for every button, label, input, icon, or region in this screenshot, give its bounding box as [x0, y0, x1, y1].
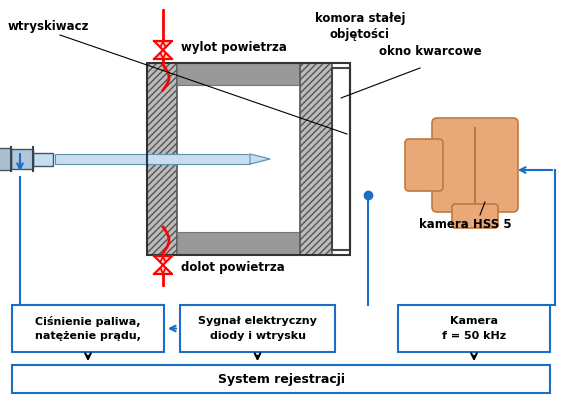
Bar	[177, 232, 300, 254]
Bar	[12, 365, 550, 393]
Text: komora stałej: komora stałej	[315, 12, 405, 25]
Bar	[180, 305, 335, 352]
Bar	[398, 305, 550, 352]
Text: System rejestracji: System rejestracji	[218, 373, 345, 386]
Text: objętości: objętości	[330, 28, 390, 41]
Bar	[147, 63, 177, 255]
FancyBboxPatch shape	[452, 204, 498, 228]
Text: dolot powietrza: dolot powietrza	[181, 262, 285, 275]
Polygon shape	[154, 50, 172, 59]
Bar	[147, 63, 350, 255]
Text: Kamera: Kamera	[450, 316, 498, 326]
Polygon shape	[154, 265, 172, 274]
Bar	[11, 149, 33, 169]
Bar	[177, 85, 300, 232]
Bar	[177, 63, 300, 85]
FancyBboxPatch shape	[405, 139, 443, 191]
Polygon shape	[154, 41, 172, 50]
Polygon shape	[154, 41, 172, 50]
Polygon shape	[154, 256, 172, 265]
Text: natężenie prądu,: natężenie prądu,	[35, 330, 141, 341]
Polygon shape	[250, 154, 270, 164]
Text: Sygnał elektryczny: Sygnał elektryczny	[198, 316, 317, 326]
Bar	[0, 148, 11, 170]
Text: wtryskiwacz: wtryskiwacz	[8, 20, 89, 33]
Text: Ciśnienie paliwa,: Ciśnienie paliwa,	[35, 316, 141, 327]
Text: f = 50 kHz: f = 50 kHz	[442, 330, 506, 341]
Bar	[300, 63, 332, 255]
FancyBboxPatch shape	[432, 118, 518, 212]
Text: kamera HSS 5: kamera HSS 5	[419, 218, 512, 231]
Text: wylot powietrza: wylot powietrza	[181, 40, 287, 53]
Bar	[55, 154, 250, 164]
Bar	[12, 305, 164, 352]
Bar	[332, 68, 350, 250]
Bar	[177, 63, 300, 85]
Polygon shape	[154, 256, 172, 265]
Bar	[177, 232, 300, 254]
Bar	[33, 153, 53, 166]
Text: okno kwarcowe: okno kwarcowe	[379, 45, 481, 58]
Text: diody i wtrysku: diody i wtrysku	[209, 330, 306, 341]
